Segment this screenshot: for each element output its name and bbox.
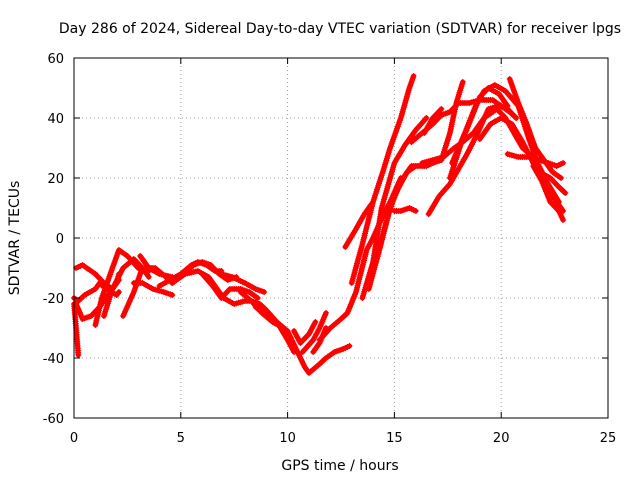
series-track	[92, 247, 152, 328]
y-tick-label: -20	[43, 292, 64, 307]
plus-markers	[291, 319, 319, 346]
plus-markers	[252, 304, 353, 376]
x-axis-label: GPS time / hours	[281, 458, 398, 474]
series-track	[137, 253, 176, 280]
y-tick-label: 60	[47, 52, 64, 67]
plus-markers	[92, 247, 152, 328]
y-axis-label: SDTVAR / TECUs	[7, 181, 23, 296]
series-track	[504, 151, 567, 169]
y-tick-label: 40	[47, 112, 64, 127]
ticks-layer: 0 5 10 15 20 25 -60 -40 -20 0 20 40 60	[43, 52, 617, 446]
y-tick-label: 0	[56, 232, 64, 247]
series-track	[391, 205, 419, 214]
series-track	[299, 310, 329, 355]
series-track	[374, 163, 423, 259]
series-track	[359, 115, 430, 301]
plus-markers	[199, 271, 261, 301]
plus-markers	[425, 103, 520, 217]
y-tick-label: -60	[43, 412, 64, 427]
chart-title: Day 286 of 2024, Sidereal Day-to-day VTE…	[59, 21, 621, 37]
series-track	[130, 280, 176, 298]
x-tick-label: 5	[177, 431, 185, 446]
plus-markers	[504, 151, 567, 169]
y-tick-label: 20	[47, 172, 64, 187]
plus-markers	[391, 205, 419, 214]
y-tick-label: -40	[43, 352, 64, 367]
plus-markers	[359, 115, 430, 301]
x-tick-label: 20	[493, 431, 510, 446]
plus-markers	[374, 163, 423, 259]
data-tracks	[71, 73, 569, 376]
plus-markers	[348, 73, 417, 286]
x-tick-label: 10	[279, 431, 296, 446]
plus-markers	[421, 106, 445, 136]
series-track	[421, 106, 445, 136]
series-track	[530, 163, 567, 223]
plus-markers	[218, 271, 268, 295]
series-track	[218, 271, 268, 295]
series-track	[252, 304, 353, 376]
x-tick-label: 0	[70, 431, 78, 446]
series-track	[291, 319, 319, 346]
x-tick-label: 15	[386, 431, 403, 446]
series-track	[348, 73, 417, 286]
plus-markers	[536, 169, 569, 196]
series-track	[536, 169, 569, 196]
x-tick-label: 25	[600, 431, 617, 446]
plus-markers	[299, 310, 329, 355]
series-track	[199, 271, 261, 301]
plus-markers	[130, 280, 176, 298]
plus-markers	[530, 163, 567, 223]
plus-markers	[137, 253, 176, 280]
series-track	[425, 103, 520, 217]
